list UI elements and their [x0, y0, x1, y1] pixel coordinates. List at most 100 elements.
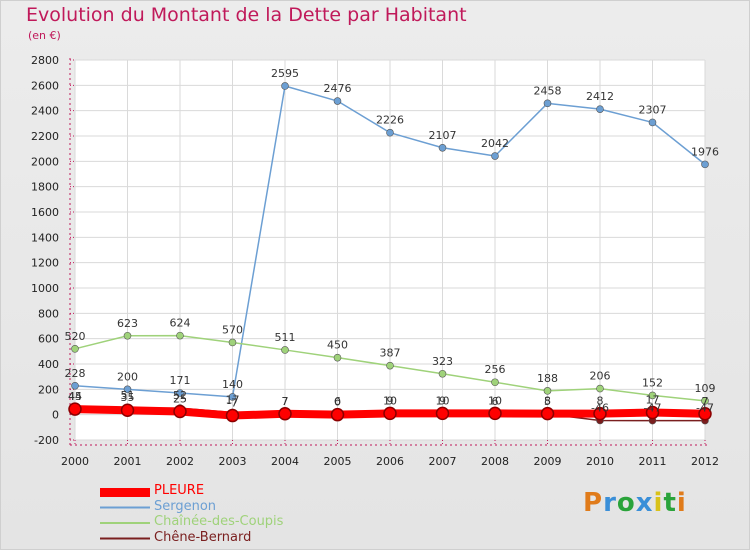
- logo-letter: r: [603, 488, 617, 518]
- data-point-pleure: [330, 407, 345, 422]
- data-label-chainee-des-coupis: 109: [695, 382, 716, 395]
- data-point-pleure: [120, 403, 135, 417]
- legend-label-sergenon: Sergenon: [154, 498, 217, 514]
- legend-label-pleure: PLEURE: [154, 483, 205, 498]
- x-tick-label: 2007: [429, 455, 457, 468]
- data-label-chene-bernard: -47: [644, 402, 662, 415]
- data-label-sergenon: 2458: [534, 84, 562, 97]
- data-point-chainee-des-coupis: [71, 344, 79, 353]
- y-tick-label: 2800: [31, 54, 59, 67]
- data-label-sergenon: 2042: [481, 137, 509, 150]
- data-point-chainee-des-coupis: [596, 384, 604, 393]
- data-label-chainee-des-coupis: 450: [327, 339, 348, 352]
- data-label-pleure: 8: [544, 395, 551, 408]
- data-label-sergenon: 228: [65, 367, 86, 380]
- y-tick-label: 800: [38, 307, 59, 320]
- x-tick-label: 2006: [376, 455, 404, 468]
- logo-letter: o: [616, 488, 636, 518]
- x-tick-label: 2010: [586, 455, 614, 468]
- data-point-pleure: [540, 406, 555, 421]
- proxiti-logo: Proxiti: [583, 488, 687, 518]
- data-label-chainee-des-coupis: 624: [170, 317, 191, 330]
- legend: [100, 488, 150, 540]
- data-point-sergenon: [123, 385, 132, 394]
- y-tick-label: 2200: [31, 130, 59, 143]
- data-point-chainee-des-coupis: [123, 331, 132, 340]
- data-label-pleure: 7: [702, 395, 709, 408]
- data-label-sergenon: 2107: [429, 129, 457, 142]
- x-tick-label: 2005: [324, 455, 352, 468]
- data-point-sergenon: [333, 97, 342, 105]
- x-tick-label: 2009: [534, 455, 562, 468]
- x-tick-label: 2004: [271, 455, 299, 468]
- data-point-chainee-des-coupis: [386, 361, 394, 370]
- y-tick-label: 400: [38, 358, 59, 371]
- y-tick-label: 2600: [31, 79, 59, 92]
- data-label-chainee-des-coupis: 152: [642, 376, 663, 389]
- x-tick-label: 2002: [166, 455, 194, 468]
- data-label-chainee-des-coupis: 511: [275, 331, 296, 344]
- data-label-sergenon: 200: [117, 370, 138, 383]
- data-point-pleure: [435, 406, 450, 421]
- data-label-pleure: 8: [597, 395, 604, 408]
- y-tick-label: 1200: [31, 257, 59, 270]
- x-tick-label: 2011: [639, 455, 667, 468]
- data-label-chene-bernard: -47: [696, 402, 714, 415]
- data-label-sergenon: 2595: [271, 67, 299, 80]
- data-label-chene-bernard: 17: [226, 394, 240, 407]
- data-label-chainee-des-coupis: 206: [590, 370, 611, 383]
- data-label-pleure: -7: [227, 397, 238, 410]
- data-label-pleure: 17: [646, 394, 660, 407]
- data-label-sergenon: 1976: [691, 145, 719, 158]
- data-label-chene-bernard: -46: [591, 401, 609, 414]
- data-label-chainee-des-coupis: 623: [117, 317, 138, 330]
- data-point-pleure: [488, 406, 502, 421]
- data-label-chainee-des-coupis: 188: [537, 372, 558, 385]
- data-label-chainee-des-coupis: 323: [432, 355, 453, 368]
- data-point-pleure: [383, 406, 397, 421]
- data-point-sergenon: [701, 160, 709, 169]
- legend-label-chene-bernard: Chêne-Bernard: [154, 529, 252, 545]
- y-tick-label: 0: [52, 409, 59, 422]
- data-label-chainee-des-coupis: 570: [222, 323, 243, 336]
- data-point-chainee-des-coupis: [281, 346, 289, 354]
- data-labels: 228 200 171 140 2595 2476 2226 2107 2042 2458 2412…: [65, 67, 720, 415]
- axes: -200020040060080010001200140016001800200…: [31, 54, 719, 468]
- y-tick-label: 200: [38, 383, 59, 396]
- y-tick-label: 600: [38, 333, 59, 346]
- x-tick-label: 2012: [691, 455, 719, 468]
- data-label-sergenon: 2412: [586, 90, 614, 103]
- data-label-sergenon: 171: [170, 374, 191, 387]
- y-tick-label: 2000: [31, 155, 59, 168]
- data-label-chene-bernard: 45: [68, 390, 82, 403]
- data-point-sergenon: [438, 143, 447, 152]
- data-point-chainee-des-coupis: [438, 369, 447, 378]
- data-point-pleure: [698, 407, 712, 421]
- data-point-chainee-des-coupis: [648, 391, 657, 400]
- legend-label-chainee-des-coupis: Chaînée-des-Coupis: [154, 514, 284, 529]
- y-tick-label: -200: [34, 434, 59, 447]
- data-label-chene-bernard: 52: [173, 389, 187, 402]
- logo-letter: t: [663, 488, 677, 518]
- unit-label: (en €): [28, 29, 61, 42]
- data-label-chene-bernard: 9: [387, 395, 394, 408]
- data-point-sergenon: [228, 393, 237, 401]
- data-label-chene-bernard: 6: [334, 395, 341, 408]
- y-tick-label: 2400: [31, 105, 59, 118]
- data-label-chene-bernard: 7: [282, 395, 289, 408]
- data-label-pleure: 7: [282, 395, 289, 408]
- data-label-sergenon: 140: [222, 378, 243, 391]
- data-label-chainee-des-coupis: 520: [65, 330, 86, 343]
- data-label-sergenon: 2476: [324, 82, 352, 95]
- logo-letter: x: [635, 488, 654, 518]
- data-point-pleure: [645, 405, 660, 420]
- data-point-sergenon: [648, 118, 657, 127]
- y-tick-label: 1400: [31, 231, 59, 244]
- data-point-sergenon: [491, 152, 499, 160]
- data-label-chene-bernard: 6: [492, 395, 499, 408]
- data-label-chainee-des-coupis: 256: [485, 363, 506, 376]
- data-point-pleure: [593, 406, 607, 421]
- series-layer: [68, 82, 712, 425]
- data-label-sergenon: 2226: [376, 114, 404, 127]
